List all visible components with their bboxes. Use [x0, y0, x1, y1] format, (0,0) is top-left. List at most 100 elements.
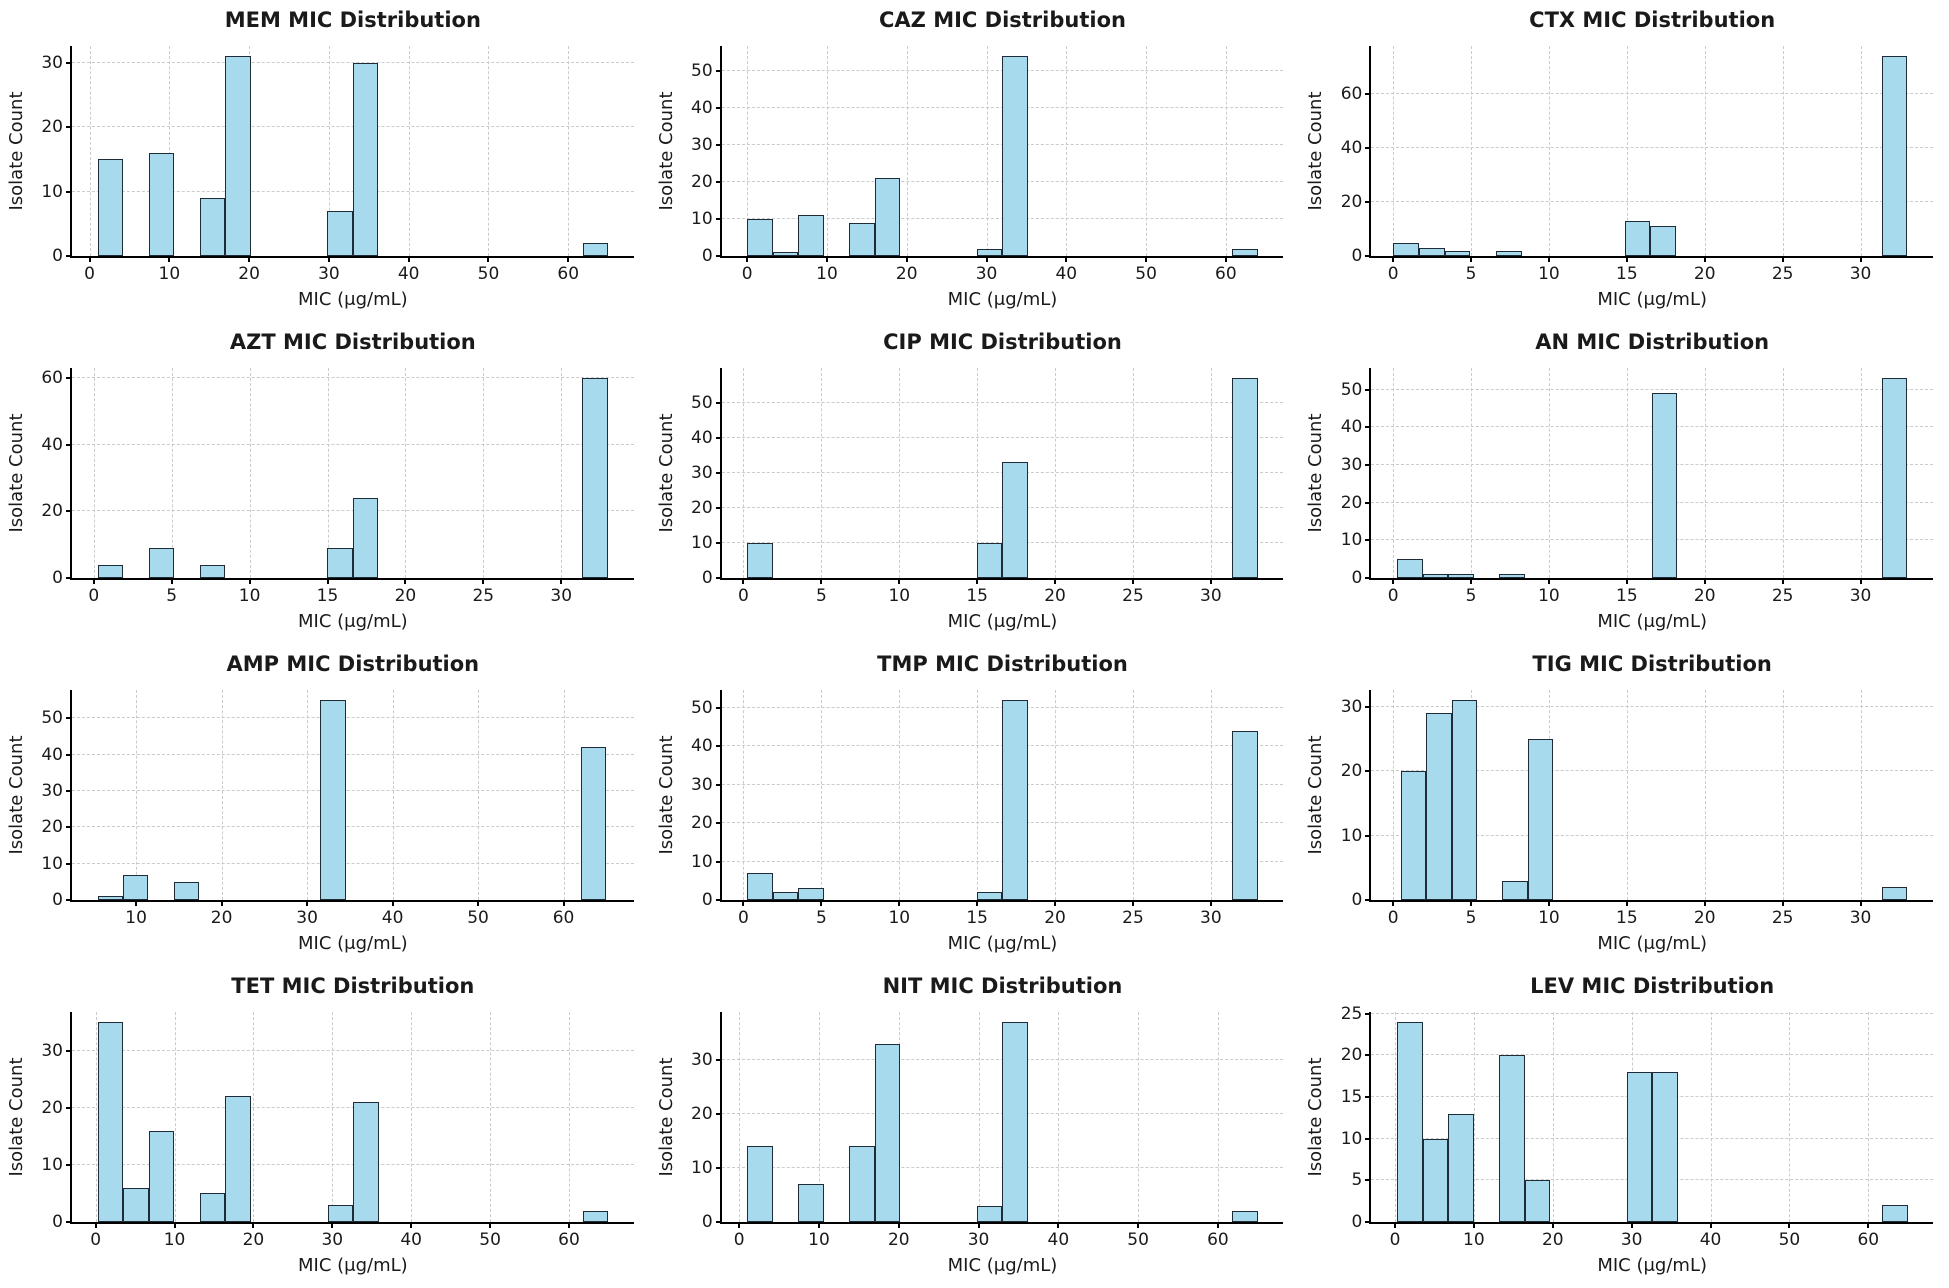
chart-tet: TET MIC Distribution Isolate Count MIC (…	[0, 966, 650, 1288]
x-tick-mark	[410, 1222, 413, 1228]
y-tick-mark	[715, 745, 722, 748]
y-tick-mark	[1365, 1179, 1372, 1182]
histogram-bar	[976, 892, 1003, 900]
chart-title: TIG MIC Distribution	[1532, 652, 1772, 676]
y-tick-mark	[66, 1221, 72, 1223]
x-tick-mark	[391, 900, 394, 906]
histogram-bar	[327, 210, 353, 256]
chart-title: CTX MIC Distribution	[1529, 8, 1776, 32]
histogram-bar	[747, 218, 773, 256]
histogram-bar	[1447, 574, 1474, 578]
x-tick-mark	[170, 578, 173, 584]
histogram-bar	[976, 542, 1003, 578]
x-tick-label: 40	[400, 1230, 423, 1250]
x-tick-label: 30	[1200, 908, 1222, 928]
x-tick-label: 5	[815, 586, 827, 606]
x-tick-label: 5	[815, 908, 827, 928]
x-tick-label: 20	[210, 908, 233, 928]
chart-title: AZT MIC Distribution	[229, 330, 476, 354]
histogram-bar	[123, 1187, 149, 1222]
chart-an: AN MIC Distribution Isolate Count MIC (μ…	[1299, 322, 1949, 644]
y-tick-mark	[66, 255, 72, 257]
x-tick-label: 60	[552, 908, 575, 928]
gridline-vertical	[1393, 46, 1395, 256]
x-tick-label: 30	[318, 264, 340, 284]
histogram-bar	[1002, 462, 1028, 578]
gridline-vertical	[249, 368, 251, 578]
x-tick-mark	[1224, 256, 1227, 262]
y-tick-mark	[66, 899, 72, 901]
x-tick-label: 10	[1538, 586, 1560, 606]
histogram-bar	[1881, 56, 1908, 256]
histogram-bar	[148, 548, 175, 578]
x-tick-label: 25	[472, 586, 495, 606]
gridline-vertical	[1860, 690, 1862, 900]
x-tick-label: 15	[1616, 586, 1638, 606]
y-tick-mark	[715, 783, 722, 786]
chart-title: TET MIC Distribution	[231, 974, 475, 998]
gridline-vertical	[1146, 46, 1148, 256]
histogram-bar	[199, 564, 226, 578]
y-tick-label: 0	[701, 568, 713, 588]
y-tick-label: 10	[691, 1158, 713, 1179]
chart-caz: CAZ MIC Distribution Isolate Count MIC (…	[650, 0, 1300, 322]
histogram-bar	[747, 1146, 773, 1222]
histogram-bar	[1232, 248, 1258, 256]
x-tick-mark	[1781, 578, 1784, 584]
gridline-vertical	[1210, 690, 1212, 900]
gridline-horizontal	[72, 443, 634, 445]
y-tick-label: 5	[1351, 1170, 1363, 1191]
gridline-vertical	[1626, 46, 1628, 256]
histogram-bar	[1232, 1211, 1258, 1222]
y-tick-label: 40	[691, 736, 713, 757]
y-tick-label: 10	[1340, 1128, 1363, 1149]
x-tick-label: 0	[741, 264, 753, 284]
x-tick-label: 20	[887, 1230, 910, 1250]
y-tick-mark	[1365, 200, 1372, 203]
histogram-bar	[199, 198, 226, 256]
x-tick-label: 15	[316, 586, 339, 606]
y-tick-label: 0	[1351, 246, 1363, 266]
chart-nit: NIT MIC Distribution Isolate Count MIC (…	[650, 966, 1300, 1288]
x-tick-mark	[1625, 256, 1628, 262]
x-tick-label: 50	[1778, 1230, 1801, 1250]
x-tick-label: 60	[557, 264, 580, 284]
y-tick-mark	[1365, 834, 1372, 837]
x-tick-label: 15	[1616, 264, 1638, 284]
x-tick-label: 30	[1200, 586, 1222, 606]
y-tick-mark	[66, 443, 72, 446]
histogram-bar	[1650, 226, 1676, 256]
x-tick-label: 30	[975, 264, 998, 284]
histogram-bar	[1418, 247, 1445, 256]
gridline-horizontal	[1371, 200, 1933, 202]
gridline-vertical	[1860, 368, 1862, 578]
x-tick-label: 15	[966, 908, 988, 928]
x-tick-mark	[1709, 1222, 1712, 1228]
y-tick-mark	[1365, 539, 1372, 542]
x-tick-mark	[820, 900, 823, 906]
x-tick-mark	[487, 256, 490, 262]
x-tick-mark	[407, 256, 410, 262]
gridline-vertical	[411, 1012, 413, 1222]
gridline-vertical	[332, 1012, 334, 1222]
y-tick-mark	[66, 862, 72, 865]
x-axis-label: MIC (μg/mL)	[297, 1255, 408, 1276]
gridline-vertical	[561, 368, 563, 578]
y-tick-label: 20	[691, 1104, 713, 1125]
y-tick-mark	[715, 1059, 722, 1062]
gridline-horizontal	[72, 1049, 634, 1051]
x-tick-mark	[738, 1222, 741, 1228]
y-tick-mark	[1365, 463, 1372, 466]
x-tick-label: 5	[1465, 908, 1477, 928]
plot-area: AMP MIC Distribution Isolate Count MIC (…	[6, 652, 634, 954]
x-tick-mark	[898, 900, 901, 906]
y-tick-label: 10	[691, 851, 713, 872]
x-tick-label: 10	[238, 586, 261, 606]
histogram-bar	[353, 1102, 379, 1222]
y-tick-mark	[715, 217, 722, 220]
x-tick-mark	[1703, 900, 1706, 906]
y-tick-mark	[66, 61, 72, 64]
x-tick-label: 20	[1693, 908, 1716, 928]
histogram-bar	[225, 1096, 251, 1222]
